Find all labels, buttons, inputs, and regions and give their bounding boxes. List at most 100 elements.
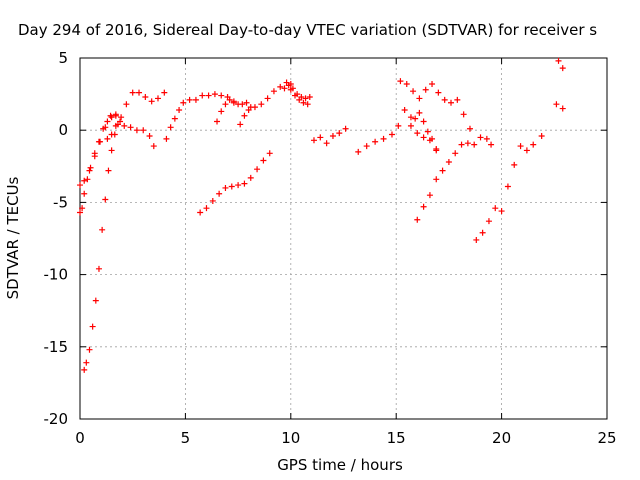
data-point: [317, 134, 324, 141]
data-point: [523, 147, 530, 154]
data-point: [81, 190, 88, 197]
data-point: [123, 101, 130, 108]
data-point: [285, 82, 292, 89]
data-point: [471, 141, 478, 148]
data-point: [218, 92, 225, 99]
data-point: [464, 140, 471, 147]
data-point: [235, 182, 242, 189]
data-point: [530, 141, 537, 148]
data-point: [203, 205, 210, 212]
data-point: [441, 96, 448, 103]
data-point: [511, 161, 518, 168]
data-point: [87, 164, 94, 171]
data-point: [420, 203, 427, 210]
data-point: [504, 183, 511, 190]
data-point: [92, 297, 99, 304]
data-point: [388, 131, 395, 138]
data-point: [439, 167, 446, 174]
data-point: [133, 127, 140, 134]
data-point: [433, 145, 440, 152]
data-point: [260, 157, 267, 164]
data-point: [84, 176, 91, 183]
data-point: [216, 190, 223, 197]
data-point: [86, 346, 93, 353]
data-point: [410, 88, 417, 95]
data-point: [95, 265, 102, 272]
data-point: [429, 135, 436, 142]
x-tick-label: 15: [387, 429, 406, 447]
data-point: [118, 114, 125, 121]
data-point: [429, 80, 436, 87]
data-point: [199, 92, 206, 99]
tick-labels: 0 5 10 15 20 25 -20 -15 -10 -5 0 5: [44, 49, 617, 447]
data-point: [237, 121, 244, 128]
y-tick-label: -15: [44, 338, 69, 356]
data-point: [452, 150, 459, 157]
data-point: [104, 135, 111, 142]
data-point: [192, 96, 199, 103]
x-tick-label: 20: [492, 429, 511, 447]
data-point: [211, 91, 218, 98]
data-point: [422, 86, 429, 93]
data-point: [129, 89, 136, 96]
data-point: [176, 106, 183, 113]
data-point: [466, 125, 473, 132]
data-point: [102, 124, 109, 131]
data-point: [302, 95, 309, 102]
data-point: [83, 359, 90, 366]
data-point: [226, 96, 233, 103]
data-point: [395, 122, 402, 129]
data-point: [107, 112, 114, 119]
data-point: [89, 323, 96, 330]
data-point: [407, 114, 414, 121]
data-point: [538, 132, 545, 139]
x-tick-label: 10: [281, 429, 300, 447]
data-point: [218, 108, 225, 115]
data-point: [114, 121, 121, 128]
data-point: [230, 99, 237, 106]
data-point: [209, 197, 216, 204]
data-point: [448, 99, 455, 106]
data-point: [186, 96, 193, 103]
data-point: [414, 216, 421, 223]
data-point: [485, 218, 492, 225]
data-point: [342, 125, 349, 132]
data-point: [445, 158, 452, 165]
data-point: [401, 106, 408, 113]
data-point: [161, 89, 168, 96]
data-point: [477, 134, 484, 141]
data-point: [245, 106, 252, 113]
y-tick-label: 0: [58, 121, 68, 139]
data-point: [136, 89, 143, 96]
y-tick-label: 5: [58, 49, 68, 67]
data-point: [306, 93, 313, 100]
data-point: [483, 135, 490, 142]
data-point: [150, 143, 157, 150]
data-point: [254, 166, 261, 173]
data-point: [108, 114, 115, 121]
data-point: [414, 130, 421, 137]
data-point: [79, 205, 86, 212]
data-point: [102, 196, 109, 203]
plot-frame: [79, 57, 608, 420]
data-point: [105, 167, 112, 174]
data-point: [426, 192, 433, 199]
y-axis-label: SDTVAR / TECUs: [4, 176, 22, 299]
data-point: [454, 96, 461, 103]
data-point: [108, 147, 115, 154]
data-point: [553, 101, 560, 108]
data-point: [372, 138, 379, 145]
data-point: [167, 124, 174, 131]
data-point: [479, 229, 486, 236]
data-point: [403, 80, 410, 87]
data-point: [251, 104, 258, 111]
data-point: [304, 101, 311, 108]
data-point: [433, 176, 440, 183]
data-point: [180, 99, 187, 106]
data-point: [412, 115, 419, 122]
data-point: [121, 122, 128, 129]
data-point: [86, 167, 93, 174]
data-point: [300, 99, 307, 106]
y-tick-label: -10: [44, 266, 69, 284]
